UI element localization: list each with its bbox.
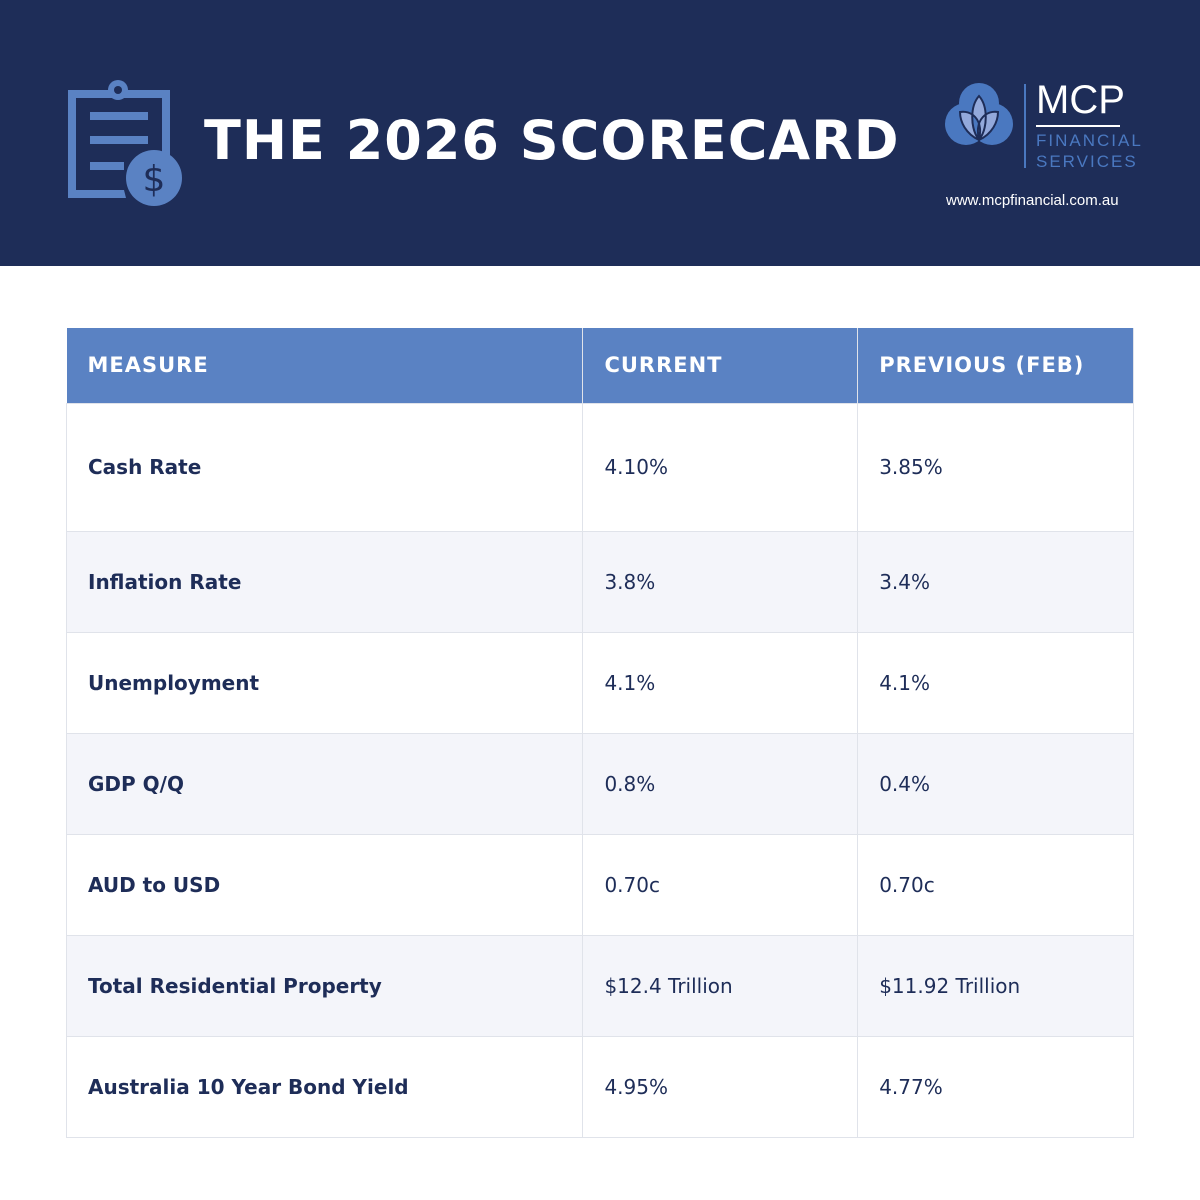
website-url[interactable]: www.mcpfinancial.com.au [946, 192, 1119, 209]
measure-cell: Inflation Rate [65, 530, 584, 633]
table-row: GDP Q/Q 0.8% 0.4% [65, 732, 1134, 835]
current-cell: $12.4 Trillion [582, 934, 859, 1037]
current-cell: 4.95% [582, 1035, 859, 1138]
measure-cell: Australia 10 Year Bond Yield [65, 1035, 584, 1138]
logo-name: MCP [1036, 78, 1125, 122]
measure-cell: GDP Q/Q [65, 732, 584, 835]
table-row: Australia 10 Year Bond Yield 4.95% 4.77% [65, 1035, 1134, 1138]
mcp-logo-icon [945, 83, 1013, 145]
previous-cell: 3.85% [857, 402, 1134, 532]
previous-cell: 4.1% [857, 631, 1134, 734]
previous-cell: 3.4% [857, 530, 1134, 633]
header-banner: $ THE 2026 SCORECARD MCP FINANCIAL SERVI… [0, 0, 1200, 266]
column-header-current: CURRENT [582, 328, 859, 403]
svg-text:$: $ [143, 159, 166, 200]
current-cell: 0.8% [582, 732, 859, 835]
clipboard-dollar-icon: $ [68, 80, 182, 206]
measure-cell: AUD to USD [65, 833, 584, 936]
table-row: Unemployment 4.1% 4.1% [65, 631, 1134, 734]
column-header-previous: PREVIOUS (FEB) [857, 328, 1134, 403]
current-cell: 4.10% [582, 402, 859, 532]
table-header-row: MEASURE CURRENT PREVIOUS (FEB) [66, 328, 1134, 403]
previous-cell: 4.77% [857, 1035, 1134, 1138]
measure-cell: Unemployment [65, 631, 584, 734]
table-row: Cash Rate 4.10% 3.85% [65, 402, 1134, 532]
current-cell: 4.1% [582, 631, 859, 734]
logo-divider [1024, 84, 1026, 168]
scorecard-table: MEASURE CURRENT PREVIOUS (FEB) Cash Rate… [65, 328, 1134, 1138]
logo-rule [1036, 125, 1120, 127]
table-row: AUD to USD 0.70c 0.70c [65, 833, 1134, 936]
column-header-measure: MEASURE [66, 328, 584, 403]
logo-subtitle: FINANCIAL SERVICES [1036, 130, 1143, 172]
logo-subtitle-2: SERVICES [1036, 152, 1138, 171]
previous-cell: $11.92 Trillion [857, 934, 1134, 1037]
measure-cell: Cash Rate [65, 402, 584, 532]
table-row: Total Residential Property $12.4 Trillion… [65, 934, 1134, 1037]
logo-subtitle-1: FINANCIAL [1036, 131, 1143, 150]
page-title: THE 2026 SCORECARD [204, 109, 900, 172]
previous-cell: 0.4% [857, 732, 1134, 835]
current-cell: 3.8% [582, 530, 859, 633]
measure-cell: Total Residential Property [65, 934, 584, 1037]
current-cell: 0.70c [582, 833, 859, 936]
previous-cell: 0.70c [857, 833, 1134, 936]
table-row: Inflation Rate 3.8% 3.4% [65, 530, 1134, 633]
